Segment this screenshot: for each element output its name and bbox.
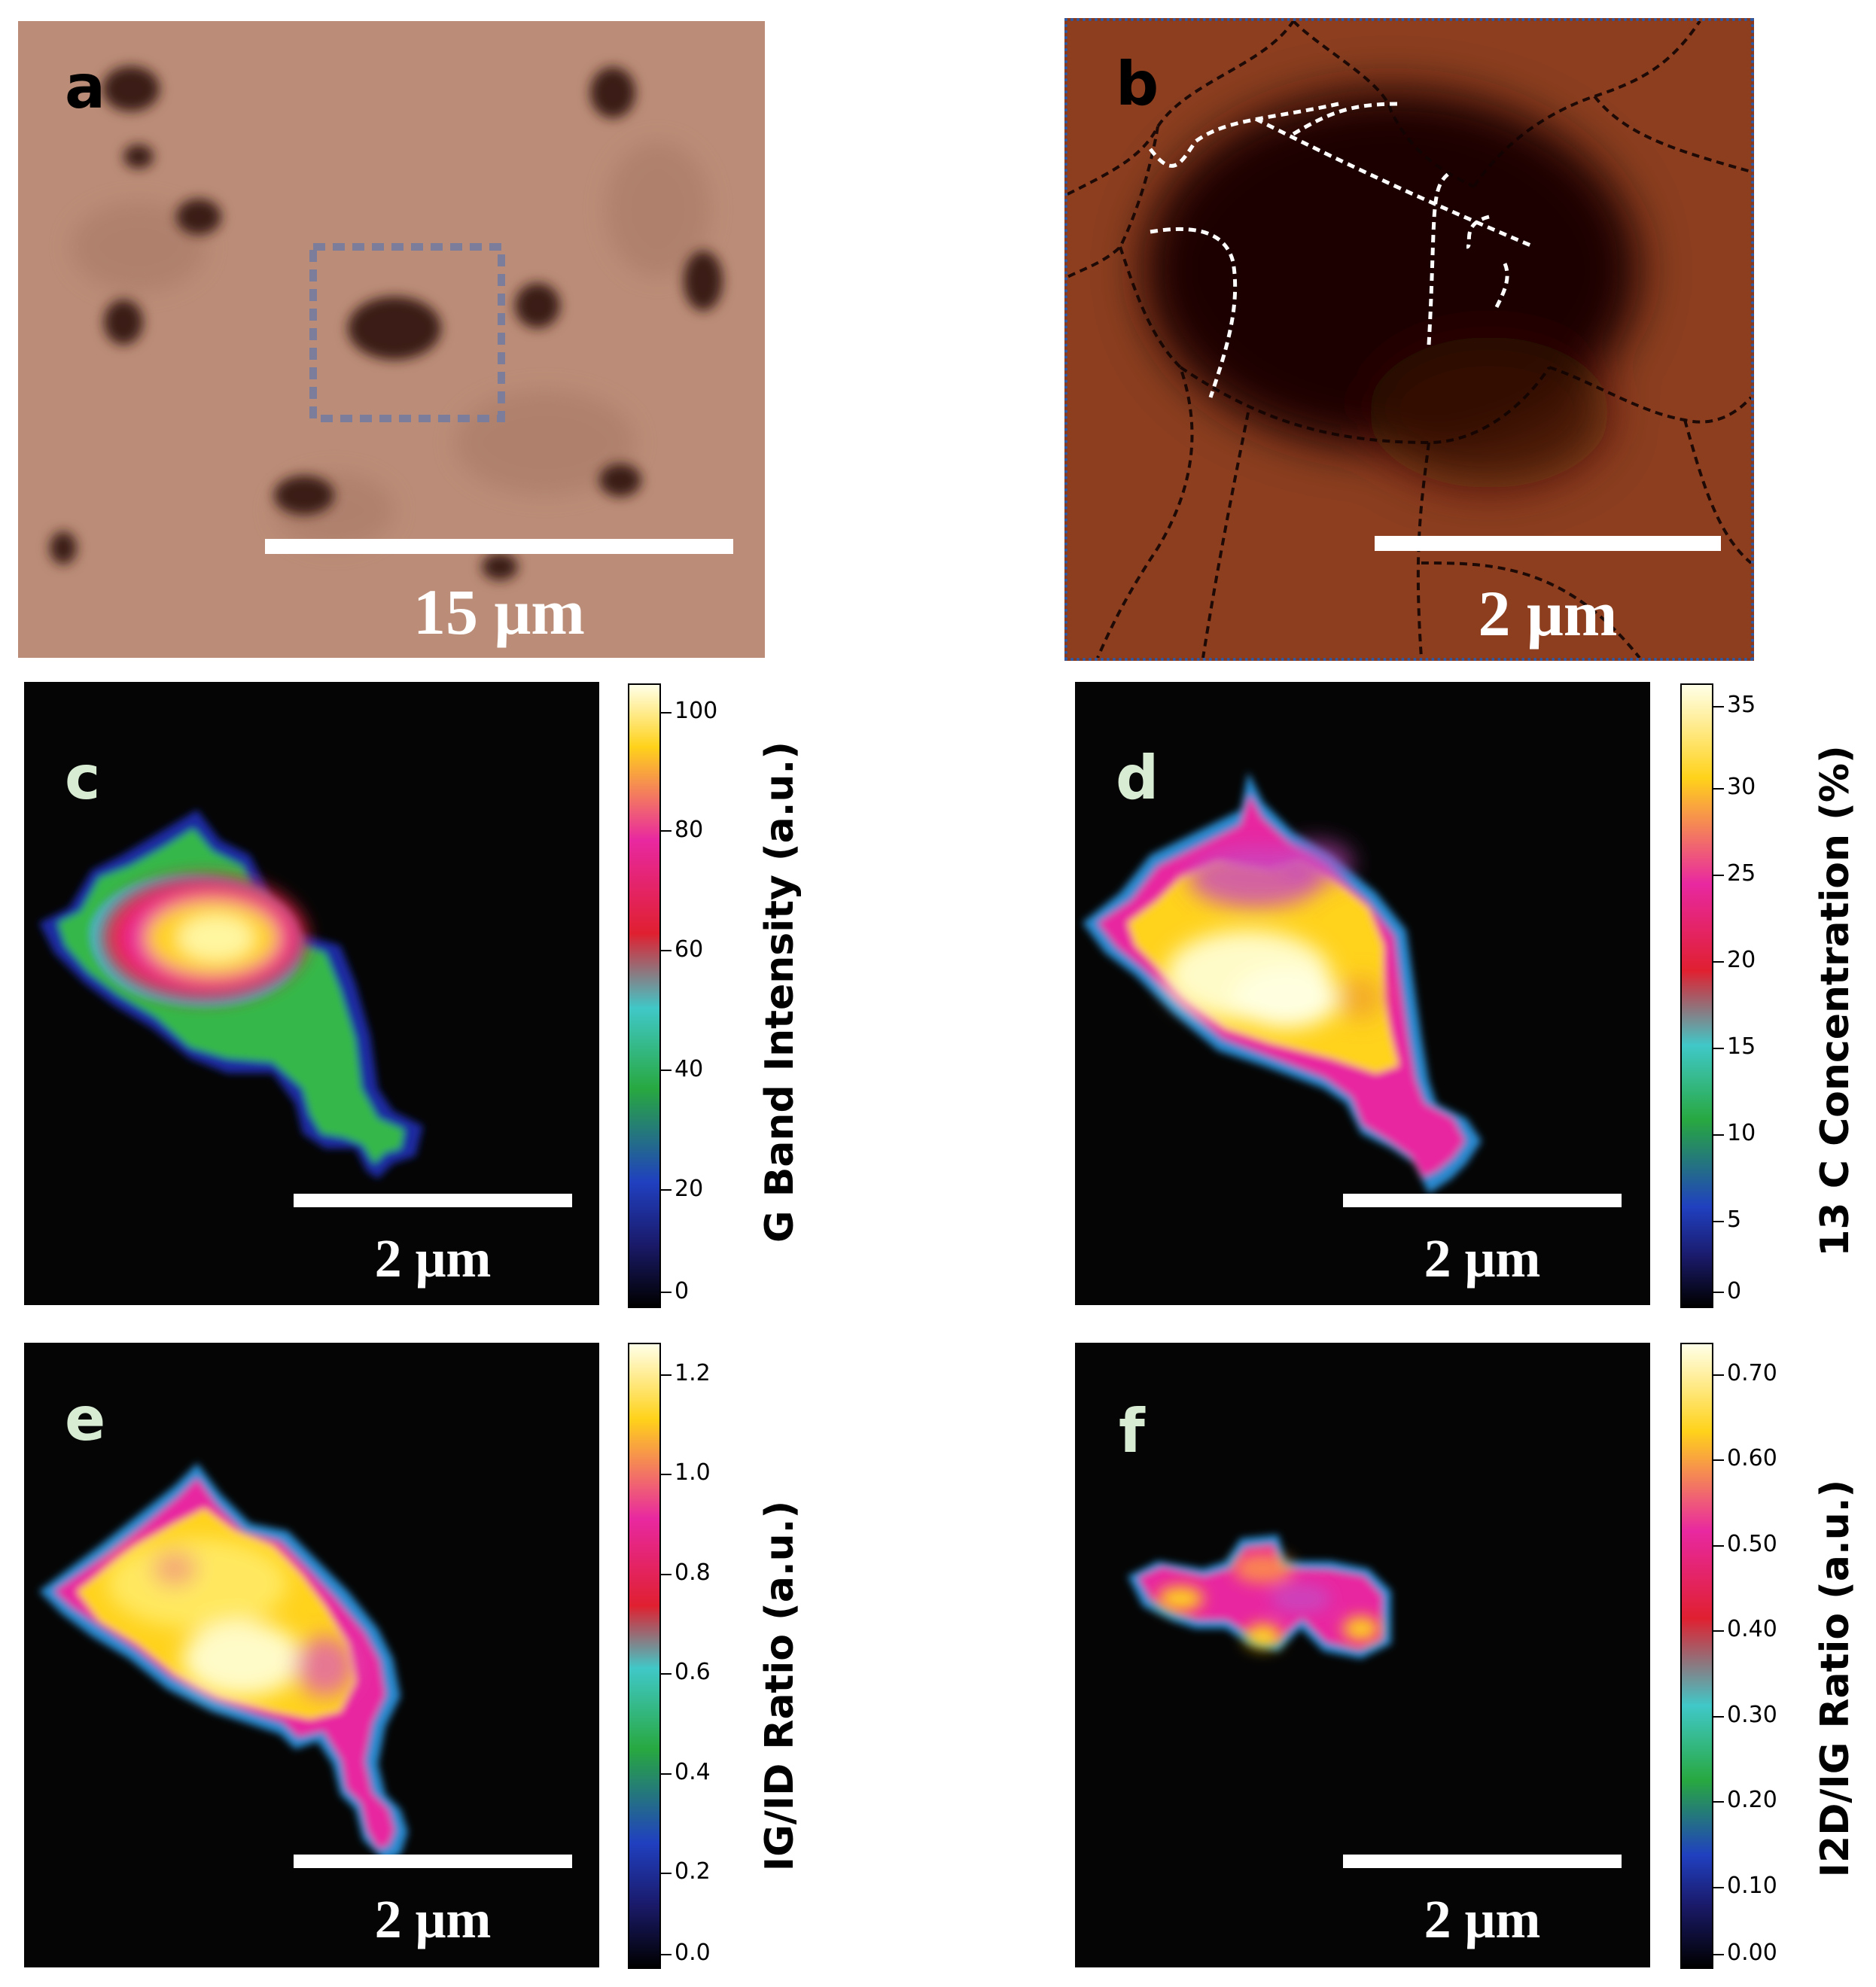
- afm-image-panel-b: b 2 μm: [1064, 18, 1754, 661]
- colorbar-c-tick-60: 60: [675, 936, 704, 963]
- colorbar-e-tick-0.2: 0.2: [675, 1858, 711, 1885]
- scale-bar-e: [294, 1855, 572, 1868]
- afm-image: [1067, 21, 1751, 658]
- optical-image-panel-a: a 15 μm: [18, 21, 765, 658]
- raman-map-panel-e: e 2 μm: [24, 1343, 599, 1967]
- scale-label-e: 2 μm: [374, 1889, 492, 1949]
- optical-image: [18, 21, 765, 658]
- colorbar-c-tick-80: 80: [675, 817, 704, 843]
- scale-bar-d: [1343, 1194, 1622, 1207]
- scale-bar-c: [294, 1194, 572, 1207]
- colorbar-d-tick-20: 20: [1727, 947, 1756, 973]
- colorbar-e-tick-1.0: 1.0: [675, 1459, 711, 1486]
- scale-bar-b: [1375, 536, 1721, 551]
- colorbar-d-tick-35: 35: [1727, 692, 1756, 718]
- colorbar-d-title: 13 C Concentration (%): [1813, 745, 1858, 1257]
- colorbar-f-tick-0.50: 0.50: [1727, 1531, 1777, 1557]
- panel-label-a: a: [65, 52, 105, 122]
- colorbar-d-tick-5: 5: [1727, 1207, 1742, 1233]
- 13c-concentration-map: [1083, 772, 1482, 1194]
- colorbar-c: [628, 683, 661, 1308]
- scale-bar-a: [265, 539, 733, 554]
- panel-label-c: c: [65, 743, 101, 813]
- colorbar-d-tick-30: 30: [1727, 774, 1756, 800]
- scale-label-d: 2 μm: [1424, 1228, 1541, 1289]
- colorbar-d: [1680, 683, 1713, 1308]
- scale-bar-f: [1343, 1855, 1622, 1868]
- panel-label-d: d: [1116, 743, 1159, 813]
- scale-label-a: 15 μm: [413, 576, 585, 648]
- colorbar-f-tick-0.10: 0.10: [1727, 1873, 1777, 1899]
- colorbar-f-tick-0.30: 0.30: [1727, 1702, 1777, 1728]
- panel-label-b: b: [1116, 49, 1159, 119]
- colorbar-d-tick-15: 15: [1727, 1033, 1756, 1060]
- colorbar-c-title: G Band Intensity (a.u.): [757, 741, 802, 1243]
- scale-label-b: 2 μm: [1478, 577, 1618, 650]
- scale-label-f: 2 μm: [1424, 1889, 1541, 1949]
- raman-map-panel-d: d 2 μm: [1075, 682, 1650, 1305]
- colorbar-d-tick-10: 10: [1727, 1120, 1756, 1146]
- colorbar-f-tick-0.00: 0.00: [1727, 1940, 1777, 1966]
- colorbar-e-tick-0.0: 0.0: [675, 1940, 711, 1966]
- colorbar-f-tick-0.70: 0.70: [1727, 1360, 1777, 1386]
- colorbar-c-tick-100: 100: [675, 698, 718, 724]
- colorbar-f-tick-0.60: 0.60: [1727, 1445, 1777, 1471]
- g-band-intensity-map: [39, 810, 423, 1179]
- colorbar-f-title: I2D/IG Ratio (a.u.): [1813, 1479, 1858, 1878]
- colorbar-e-tick-0.8: 0.8: [675, 1559, 711, 1586]
- colorbar-f-tick-0.40: 0.40: [1727, 1616, 1777, 1642]
- colorbar-c-tick-20: 20: [675, 1176, 704, 1202]
- raman-map-panel-c: c 2 μm: [24, 682, 599, 1305]
- colorbar-d-tick-25: 25: [1727, 860, 1756, 887]
- i2d-ig-ratio-map: [1128, 1535, 1391, 1659]
- colorbar-d-tick-0: 0: [1727, 1278, 1742, 1304]
- colorbar-e-title: IG/ID Ratio (a.u.): [757, 1500, 802, 1872]
- colorbar-f: [1680, 1343, 1713, 1969]
- colorbar-e: [628, 1343, 661, 1969]
- colorbar-f-tick-0.20: 0.20: [1727, 1787, 1777, 1813]
- scale-label-c: 2 μm: [374, 1228, 492, 1289]
- colorbar-c-tick-40: 40: [675, 1056, 704, 1082]
- ig-id-ratio-map: [39, 1463, 408, 1862]
- panel-label-e: e: [65, 1384, 106, 1454]
- colorbar-c-tick-0: 0: [675, 1278, 690, 1304]
- raman-map-panel-f: f 2 μm: [1075, 1343, 1650, 1967]
- colorbar-e-tick-0.6: 0.6: [675, 1659, 711, 1685]
- panel-label-f: f: [1119, 1396, 1145, 1466]
- colorbar-e-tick-0.4: 0.4: [675, 1759, 711, 1785]
- colorbar-e-tick-1.2: 1.2: [675, 1360, 711, 1386]
